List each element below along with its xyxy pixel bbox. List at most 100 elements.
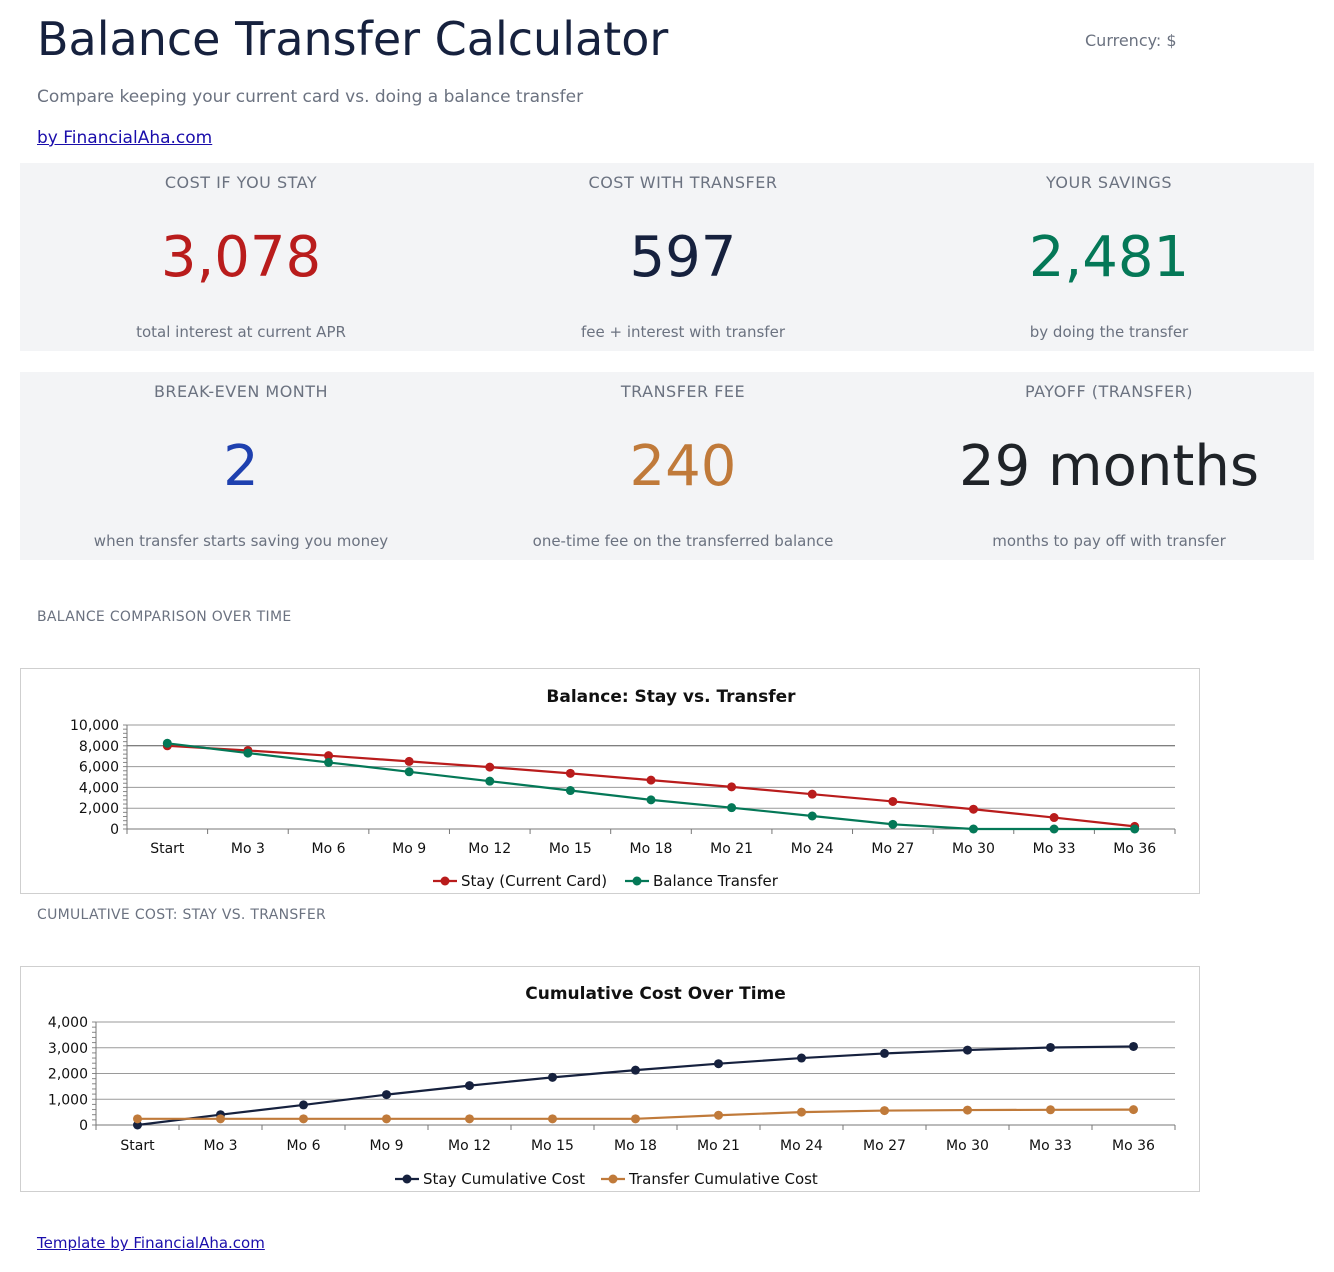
data-point xyxy=(1049,824,1059,834)
x-tick-label: Start xyxy=(150,841,185,857)
balance-chart: Balance: Stay vs. Transfer 0 2,000 4,000 6,0… xyxy=(20,668,1200,894)
y-tick-label: 8,000 xyxy=(79,739,119,755)
kpi-caption: months to pay off with transfer xyxy=(992,532,1226,550)
data-point xyxy=(548,1114,557,1124)
kpi-row-costs: COST IF YOU STAY 3,078 total interest at… xyxy=(20,163,1314,351)
data-point xyxy=(727,803,737,813)
page-title: Balance Transfer Calculator xyxy=(37,12,669,66)
x-tick-label: Mo 6 xyxy=(286,1138,320,1154)
data-point xyxy=(216,1114,225,1124)
data-point xyxy=(324,751,334,761)
kpi-cost-transfer: COST WITH TRANSFER 597 fee + interest wi… xyxy=(462,163,904,351)
x-tick-label: Mo 21 xyxy=(710,841,753,857)
data-point xyxy=(714,1059,723,1069)
x-tick-label: Mo 33 xyxy=(1029,1138,1072,1154)
data-point xyxy=(631,1065,640,1075)
kpi-value: 240 xyxy=(629,434,737,499)
data-point xyxy=(1049,813,1059,823)
data-point xyxy=(1046,1105,1055,1115)
footer-link[interactable]: Template by FinancialAha.com xyxy=(37,1234,265,1252)
y-tick-label: 4,000 xyxy=(48,1015,88,1031)
data-point xyxy=(133,1120,142,1130)
data-point xyxy=(565,768,575,778)
x-tick-label: Mo 30 xyxy=(946,1138,989,1154)
data-point xyxy=(646,775,656,785)
x-tick-label: Mo 3 xyxy=(203,1138,237,1154)
cumulative-chart-svg: Cumulative Cost Over Time 0 1,000 2,000 3,00… xyxy=(48,984,1176,1188)
x-tick-label: Mo 12 xyxy=(448,1138,491,1154)
x-tick-label: Mo 9 xyxy=(392,841,426,857)
legend-swatch-marker xyxy=(608,1174,618,1184)
data-point xyxy=(565,786,575,796)
data-point xyxy=(1129,1105,1138,1115)
kpi-value: 2 xyxy=(223,434,259,499)
data-point xyxy=(162,738,172,748)
y-tick-label: 0 xyxy=(110,822,119,838)
y-tick-label: 6,000 xyxy=(79,760,119,776)
data-point xyxy=(968,824,978,834)
data-point xyxy=(807,789,817,799)
data-point xyxy=(888,819,898,829)
data-point xyxy=(548,1072,557,1082)
data-point xyxy=(797,1107,806,1117)
kpi-value: 597 xyxy=(629,225,737,290)
data-point xyxy=(133,1114,142,1124)
data-point xyxy=(243,748,253,758)
x-tick-label: Mo 24 xyxy=(780,1138,823,1154)
y-tick-label: 4,000 xyxy=(79,780,119,796)
data-point xyxy=(465,1081,474,1091)
data-point xyxy=(1129,1041,1138,1051)
kpi-row-details: BREAK-EVEN MONTH 2 when transfer starts … xyxy=(20,372,1314,560)
data-point xyxy=(404,756,414,766)
x-tick-label: Mo 12 xyxy=(468,841,511,857)
kpi-caption: fee + interest with transfer xyxy=(581,323,785,341)
data-point xyxy=(880,1048,889,1058)
kpi-value: 2,481 xyxy=(1028,225,1190,290)
kpi-caption: total interest at current APR xyxy=(136,323,346,341)
x-tick-label: Mo 24 xyxy=(791,841,834,857)
x-tick-label: Mo 27 xyxy=(863,1138,906,1154)
chart-title: Balance: Stay vs. Transfer xyxy=(546,687,796,707)
kpi-cost-stay: COST IF YOU STAY 3,078 total interest at… xyxy=(20,163,462,351)
y-tick-label: 2,000 xyxy=(48,1067,88,1083)
x-tick-label: Mo 15 xyxy=(531,1138,574,1154)
legend-swatch-marker xyxy=(402,1174,412,1184)
data-point xyxy=(880,1106,889,1116)
data-point xyxy=(888,796,898,806)
legend-label: Transfer Cumulative Cost xyxy=(628,1170,818,1188)
x-tick-label: Mo 36 xyxy=(1113,841,1156,857)
x-tick-label: Mo 30 xyxy=(952,841,995,857)
series-line xyxy=(167,742,1135,831)
kpi-label: PAYOFF (TRANSFER) xyxy=(1024,382,1194,401)
data-point xyxy=(1046,1042,1055,1052)
byline-link[interactable]: by FinancialAha.com xyxy=(37,128,213,148)
data-point xyxy=(807,811,817,821)
balance-chart-svg: Balance: Stay vs. Transfer 0 2,000 4,000 6,0… xyxy=(70,687,1176,890)
cumulative-section-label: CUMULATIVE COST: STAY VS. TRANSFER xyxy=(37,907,327,923)
series-line xyxy=(137,1045,1134,1127)
x-tick-label: Mo 21 xyxy=(697,1138,740,1154)
y-tick-label: 0 xyxy=(79,1118,88,1134)
y-tick-label: 10,000 xyxy=(70,718,119,734)
x-tick-label: Mo 27 xyxy=(871,841,914,857)
kpi-label: TRANSFER FEE xyxy=(620,382,746,401)
data-point xyxy=(797,1053,806,1063)
data-point xyxy=(963,1045,972,1055)
data-point xyxy=(324,757,334,767)
x-tick-label: Mo 33 xyxy=(1033,841,1076,857)
x-tick-label: Mo 9 xyxy=(369,1138,403,1154)
kpi-payoff: PAYOFF (TRANSFER) 29 months months to pa… xyxy=(904,372,1314,560)
kpi-caption: by doing the transfer xyxy=(1029,323,1189,341)
data-point xyxy=(646,795,656,805)
data-point xyxy=(382,1114,391,1124)
x-tick-label: Mo 6 xyxy=(312,841,346,857)
legend-label: Stay Cumulative Cost xyxy=(423,1170,585,1188)
data-point xyxy=(382,1090,391,1100)
kpi-savings: YOUR SAVINGS 2,481 by doing the transfer xyxy=(904,163,1314,351)
kpi-caption: one-time fee on the transferred balance xyxy=(532,532,834,550)
x-tick-label: Mo 18 xyxy=(630,841,673,857)
data-point xyxy=(1130,824,1140,834)
kpi-label: COST WITH TRANSFER xyxy=(588,173,778,192)
data-point xyxy=(714,1110,723,1120)
kpi-transfer-fee: TRANSFER FEE 240 one-time fee on the tra… xyxy=(462,372,904,560)
